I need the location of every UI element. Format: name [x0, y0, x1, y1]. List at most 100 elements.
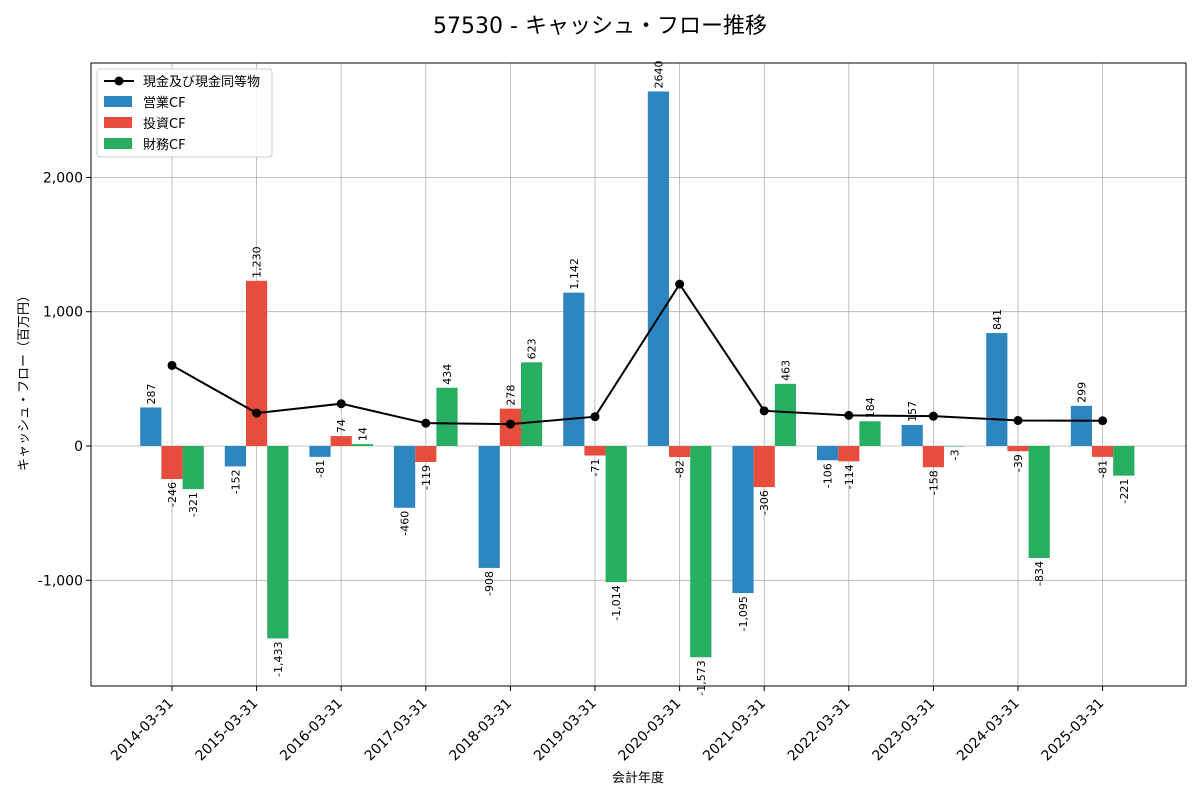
cash-point [759, 406, 769, 416]
y-tick-label: 1,000 [43, 305, 83, 321]
bar-financing [1028, 446, 1050, 559]
legend-label-cash: 現金及び現金同等物 [143, 74, 260, 90]
cash-point [505, 419, 515, 429]
bar-financing [351, 444, 373, 446]
bar-label-investing: -306 [758, 490, 771, 515]
cash-point [421, 418, 431, 428]
cash-point [167, 360, 177, 370]
bar-investing [161, 446, 183, 480]
bar-label-financing: -1,433 [272, 641, 285, 676]
bars [140, 91, 1135, 658]
legend-swatch-financing [104, 138, 132, 149]
bar-label-financing: 434 [441, 364, 454, 385]
bar-investing [246, 280, 268, 446]
bar-operating [309, 446, 331, 457]
x-tick-label: 2023-03-31 [869, 696, 938, 765]
x-tick-label: 2016-03-31 [277, 696, 346, 765]
cash-point [675, 279, 685, 289]
bar-investing [753, 446, 775, 488]
bar-operating [563, 292, 585, 446]
bar-investing [330, 436, 352, 446]
bar-financing [859, 421, 881, 446]
bar-investing [1007, 446, 1029, 452]
chart-title: 57530 - キャッシュ・フロー推移 [433, 14, 767, 39]
x-axis: 2014-03-31 2015-03-31 2016-03-31 2017-03-31… [108, 686, 1107, 764]
legend-swatch-operating [104, 96, 132, 107]
bar-financing [521, 362, 543, 446]
bar-label-operating: 299 [1075, 382, 1088, 403]
legend-line-marker [114, 76, 124, 86]
bar-label-financing: -3 [949, 449, 962, 460]
grid [91, 63, 1186, 686]
x-tick-label: 2015-03-31 [193, 696, 262, 765]
bar-financing [690, 446, 712, 658]
bar-operating [732, 446, 754, 594]
bar-label-investing: -71 [589, 459, 602, 477]
bar-label-investing: 74 [335, 419, 348, 433]
y-tick-label: 0 [74, 439, 83, 455]
x-tick-label: 2021-03-31 [700, 696, 769, 765]
cash-point [844, 410, 854, 420]
bar-operating [817, 446, 839, 461]
y-axis-title: キャッシュ・フロー（百万円） [17, 289, 32, 471]
cash-point [1013, 415, 1023, 425]
bar-investing [1092, 446, 1114, 457]
bar-label-operating: -908 [483, 571, 496, 596]
legend-label-operating: 営業CF [143, 95, 186, 111]
bar-financing [182, 446, 204, 490]
bar-label-financing: -1,573 [695, 660, 708, 695]
bar-label-investing: -158 [927, 470, 940, 495]
x-tick-label: 2018-03-31 [446, 696, 515, 765]
bar-financing [267, 446, 289, 639]
legend-label-financing: 財務CF [143, 138, 186, 153]
cash-line-path [171, 282, 1103, 426]
bar-label-investing: -39 [1012, 454, 1025, 472]
plot-frame [90, 62, 1187, 687]
bar-label-operating: 287 [145, 383, 158, 404]
y-tick-label: 2,000 [43, 170, 83, 186]
bar-label-operating: -152 [229, 469, 242, 494]
bar-label-financing: -834 [1033, 561, 1046, 586]
bar-financing [944, 446, 966, 447]
legend: 現金及び現金同等物 営業CF 投資CF 財務CF [96, 68, 273, 158]
bar-investing [669, 446, 691, 458]
bar-investing [838, 446, 860, 462]
x-tick-label: 2020-03-31 [616, 696, 685, 765]
x-tick-label: 2019-03-31 [531, 696, 600, 765]
legend-swatch-investing [104, 117, 132, 128]
bar-labels: 287 -152 -81 -460 -908 1,142 2640 -1,095 -106 157… [145, 60, 1131, 695]
y-tick-label: -1,000 [38, 573, 83, 589]
bar-investing [584, 446, 606, 456]
bar-label-operating: 841 [991, 309, 1004, 330]
bar-operating [1070, 405, 1092, 446]
bar-label-operating: -1,095 [737, 596, 750, 631]
bar-label-operating: 157 [906, 401, 919, 422]
bar-financing [1113, 446, 1135, 476]
bar-financing [436, 387, 458, 446]
cash-point [336, 399, 346, 409]
x-tick-label: 2025-03-31 [1039, 696, 1108, 765]
cash-point [252, 408, 262, 418]
y-axis: -1,000 0 1,000 2,000 [38, 170, 91, 589]
bar-label-investing: -119 [420, 465, 433, 490]
bar-financing [605, 446, 627, 583]
x-tick-label: 2024-03-31 [954, 696, 1023, 765]
bar-label-financing: -1,014 [610, 585, 623, 620]
bar-operating [901, 424, 923, 446]
bar-label-operating: -81 [314, 460, 327, 478]
bar-operating [224, 446, 246, 467]
bar-label-financing: 623 [526, 338, 539, 359]
x-tick-label: 2022-03-31 [785, 696, 854, 765]
bar-operating [394, 446, 416, 508]
bar-financing [774, 383, 796, 446]
bar-label-investing: -81 [1097, 460, 1110, 478]
bar-label-financing: -321 [187, 492, 200, 517]
cash-point [1098, 416, 1108, 426]
bar-label-financing: 463 [779, 360, 792, 381]
legend-label-investing: 投資CF [143, 116, 186, 132]
cash-point [590, 412, 600, 422]
legend-box [96, 68, 273, 158]
bar-investing [415, 446, 437, 462]
bar-label-investing: 1,230 [251, 246, 264, 278]
